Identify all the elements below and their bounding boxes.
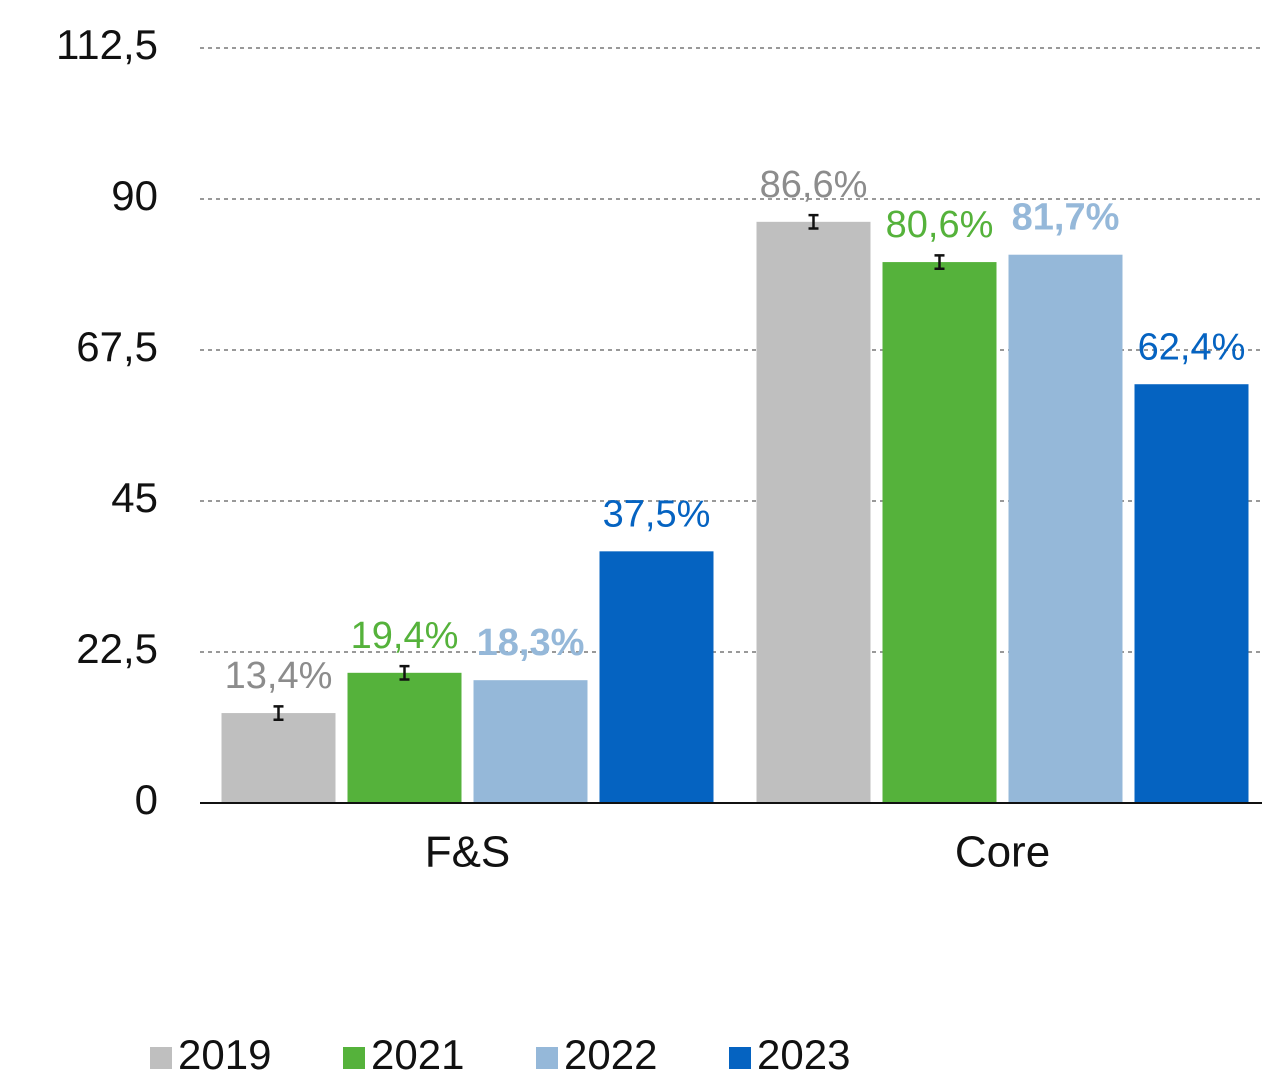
y-tick-label: 67,5 bbox=[76, 323, 158, 370]
data-label: 19,4% bbox=[351, 615, 459, 657]
bar bbox=[473, 680, 588, 803]
y-tick-label: 22,5 bbox=[76, 625, 158, 672]
bar bbox=[882, 262, 997, 803]
data-label: 62,4% bbox=[1138, 326, 1246, 368]
error-bar bbox=[934, 254, 945, 271]
bar bbox=[599, 551, 714, 803]
data-label: 80,6% bbox=[886, 204, 994, 246]
data-label: 37,5% bbox=[603, 493, 711, 535]
y-tick-label: 45 bbox=[111, 474, 158, 521]
bar bbox=[1134, 384, 1249, 803]
data-label: 18,3% bbox=[477, 622, 585, 664]
y-tick-label: 112,5 bbox=[56, 21, 158, 68]
data-label: 13,4% bbox=[225, 655, 333, 697]
legend-label: 2019 bbox=[178, 1031, 271, 1078]
legend-swatch bbox=[150, 1047, 172, 1069]
data-label: 81,7% bbox=[1012, 197, 1120, 239]
error-bar bbox=[808, 213, 819, 230]
legend-swatch bbox=[729, 1047, 751, 1069]
bar bbox=[347, 672, 462, 803]
x-tick-label: F&S bbox=[425, 828, 511, 877]
legend-label: 2022 bbox=[564, 1031, 657, 1078]
y-tick-label: 0 bbox=[135, 776, 158, 823]
error-bar bbox=[273, 705, 284, 722]
legend-swatch bbox=[536, 1047, 558, 1069]
legend-label: 2023 bbox=[757, 1031, 850, 1078]
y-tick-label: 90 bbox=[111, 172, 158, 219]
error-bar bbox=[399, 664, 410, 681]
x-tick-label: Core bbox=[955, 828, 1050, 877]
bar bbox=[756, 221, 871, 804]
data-label: 86,6% bbox=[760, 164, 868, 206]
bar bbox=[1008, 254, 1123, 804]
bar bbox=[221, 713, 336, 803]
legend-swatch bbox=[343, 1047, 365, 1069]
legend-label: 2021 bbox=[371, 1031, 464, 1078]
